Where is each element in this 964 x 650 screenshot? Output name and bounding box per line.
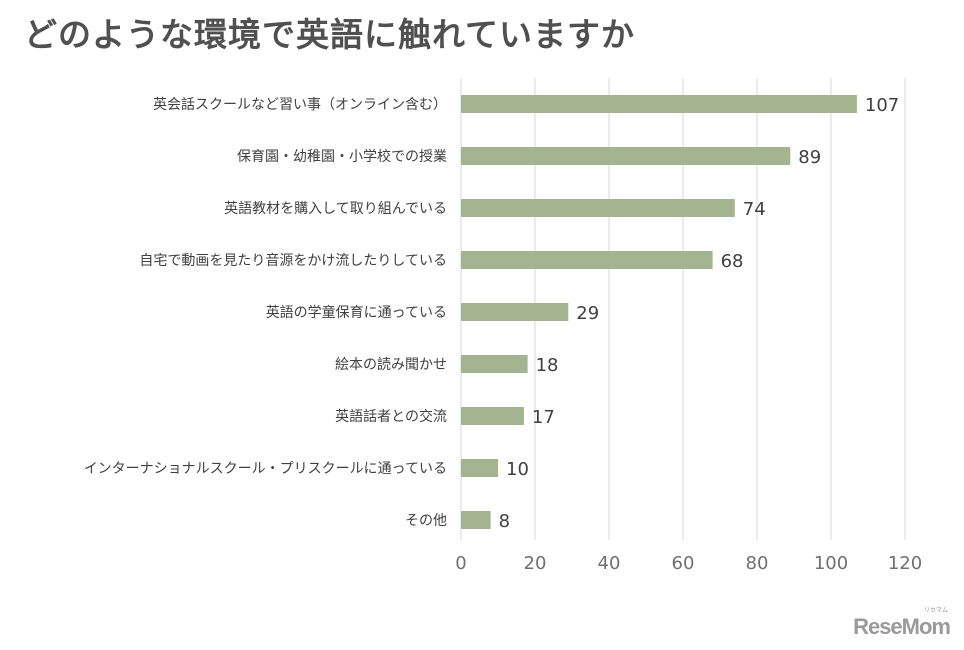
category-label: 自宅で動画を見たり音源をかけ流したりしている [139, 252, 447, 269]
category-label: その他 [405, 513, 447, 529]
bar [461, 303, 569, 321]
resemom-logo: ReseMom [853, 614, 951, 639]
x-tick-label: 20 [524, 553, 547, 574]
data-label: 18 [536, 355, 559, 376]
bar [461, 251, 713, 269]
x-tick-label: 100 [814, 553, 848, 574]
logo-ruby: リセマム [923, 607, 948, 614]
x-tick-label: 60 [672, 553, 695, 574]
bar [461, 95, 857, 113]
x-tick-label: 0 [455, 553, 466, 574]
category-label: 英語の学童保育に通っている [266, 304, 447, 321]
category-label: 絵本の読み聞かせ [335, 356, 447, 373]
category-label: インターナショナルスクール・プリスクールに通っている [84, 461, 447, 477]
x-tick-label: 40 [598, 553, 621, 574]
data-label: 29 [576, 303, 599, 324]
x-tick-label: 120 [888, 553, 922, 574]
category-label: 英語教材を購入して取り組んでいる [224, 200, 447, 217]
data-label: 68 [721, 251, 744, 272]
bar [461, 199, 735, 217]
bar [461, 355, 528, 373]
category-label: 英語話者との交流 [335, 408, 447, 425]
data-label: 107 [865, 95, 899, 116]
data-label: 89 [798, 147, 821, 168]
bar [461, 407, 524, 425]
data-label: 10 [506, 459, 529, 480]
chart-title: どのような環境で英語に触れていますか [24, 15, 636, 54]
category-label: 英会話スクールなど習い事（オンライン含む） [153, 96, 447, 113]
category-label: 保育園・幼稚園・小学校での授業 [237, 148, 447, 165]
bar [461, 459, 498, 477]
bar [461, 511, 491, 529]
data-label: 17 [532, 407, 555, 428]
data-label: 74 [743, 199, 766, 220]
x-tick-label: 80 [746, 553, 769, 574]
data-label: 8 [499, 511, 510, 532]
bar [461, 147, 791, 165]
